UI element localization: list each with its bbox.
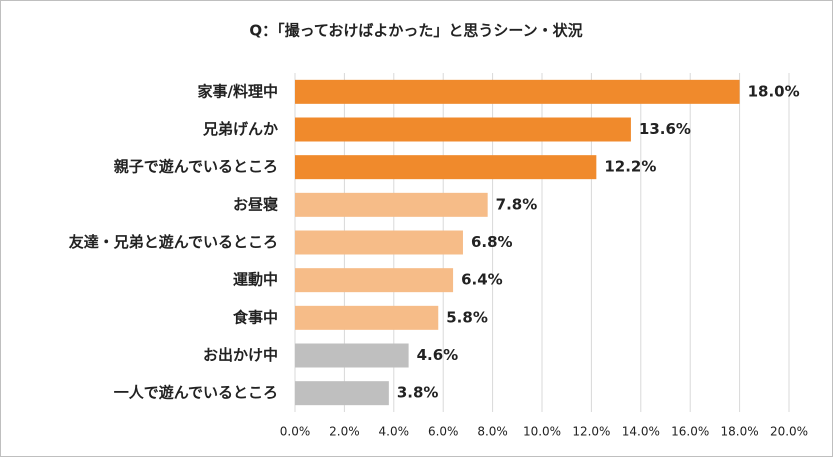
value-label: 7.8% (496, 195, 538, 213)
bar (295, 230, 463, 255)
value-label: 6.8% (471, 233, 513, 251)
chart-title: Q：「撮っておけばよかった」と思うシーン・状況 (249, 22, 582, 40)
x-tick-label: 2.0% (329, 425, 360, 439)
y-tick-label: 食事中 (233, 308, 278, 326)
x-tick-label: 14.0% (622, 425, 660, 439)
bar (295, 268, 454, 293)
value-label: 12.2% (604, 158, 656, 176)
y-tick-label: 親子で遊んでいるところ (114, 158, 278, 176)
y-tick-label: お出かけ中 (203, 346, 278, 364)
value-label: 18.0% (748, 82, 800, 100)
x-tick-label: 12.0% (572, 425, 610, 439)
bar (295, 381, 389, 406)
x-tick-label: 6.0% (428, 425, 459, 439)
bar (295, 343, 409, 368)
bar (295, 192, 488, 217)
value-label: 6.4% (461, 271, 503, 289)
y-tick-label: お昼寝 (233, 195, 278, 213)
bar (295, 79, 740, 104)
x-tick-label: 18.0% (721, 425, 759, 439)
value-label: 5.8% (446, 308, 488, 326)
x-tick-label: 16.0% (671, 425, 709, 439)
y-tick-label: 運動中 (233, 271, 278, 289)
x-tick-label: 10.0% (523, 425, 561, 439)
bar (295, 117, 631, 142)
x-tick-label: 8.0% (477, 425, 508, 439)
bar (295, 305, 439, 330)
value-label: 13.6% (639, 120, 691, 138)
y-tick-label: 友達・兄弟と遊んでいるところ (69, 233, 278, 251)
value-label: 4.6% (417, 346, 459, 364)
value-label: 3.8% (397, 384, 439, 402)
x-tick-label: 4.0% (379, 425, 410, 439)
y-tick-label: 家事/料理中 (198, 82, 278, 100)
bar (295, 155, 597, 180)
x-tick-label: 0.0% (280, 425, 311, 439)
x-tick-label: 20.0% (770, 425, 808, 439)
y-tick-label: 兄弟げんか (202, 120, 278, 138)
y-tick-label: 一人で遊んでいるところ (114, 384, 278, 402)
